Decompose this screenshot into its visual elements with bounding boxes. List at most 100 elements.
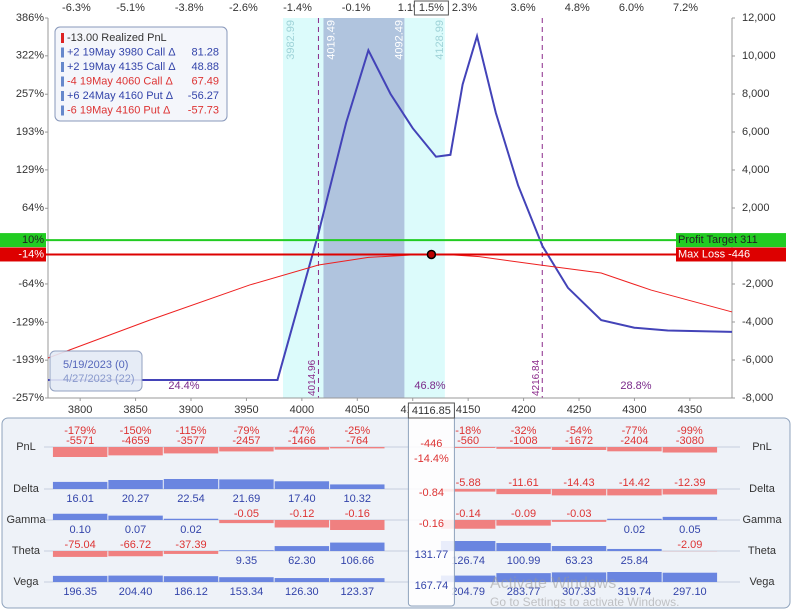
- greek-bar: [52, 447, 108, 457]
- current-column: [407, 402, 455, 607]
- x2-tick-label: -5.1%: [116, 2, 145, 14]
- y-tick-label: 322%: [16, 50, 44, 62]
- y2-tick-label: -4,000: [742, 316, 773, 328]
- x-tick-label: 4000: [290, 404, 314, 416]
- greek-value: -66.72: [120, 539, 151, 551]
- greek-bar: [330, 447, 385, 449]
- greek-bar: [108, 515, 163, 520]
- greek-value: 307.33: [562, 586, 596, 598]
- greek-value: -3577: [177, 435, 205, 447]
- row-label: Theta: [12, 545, 41, 557]
- greek-value: 106.66: [340, 555, 374, 567]
- row-label-right: Delta: [749, 483, 776, 495]
- legend-value: -56.27: [188, 90, 219, 102]
- legend-text: +6 24May 4160 Put Δ: [67, 90, 174, 102]
- x2-tick-label: 2.3%: [452, 2, 477, 14]
- greek-value: 196.35: [63, 586, 97, 598]
- legend-box: [54, 26, 228, 122]
- x2-tick-label: -2.6%: [229, 2, 258, 14]
- y-tick-label: -257%: [12, 392, 44, 404]
- x-tick-label: 4150: [456, 404, 480, 416]
- greek-value: -1672: [565, 435, 593, 447]
- y2-tick-label: -8,000: [742, 392, 773, 404]
- greek-value: -11.61: [508, 477, 538, 489]
- greek-pct: -179%: [64, 425, 96, 437]
- greek-value: -560: [457, 435, 479, 447]
- greek-bar: [551, 489, 607, 496]
- band-label: 4019.49: [325, 20, 337, 60]
- target-label-box: [676, 247, 786, 262]
- greek-value: 62.30: [288, 555, 316, 567]
- target-label-box: [676, 233, 786, 248]
- greek-value: -5571: [66, 435, 94, 447]
- greek-value: -2457: [232, 435, 260, 447]
- y-tick-label: -64%: [18, 278, 44, 290]
- greeks-panel: [1, 417, 791, 609]
- watermark: Activate Windows: [490, 575, 616, 592]
- greek-pct: -18%: [455, 425, 481, 437]
- legend-text: +2 19May 4135 Call Δ: [67, 61, 176, 73]
- y-tick-label: 257%: [16, 88, 44, 100]
- probability-label: 24.4%: [168, 380, 199, 392]
- y-tick-label: 129%: [16, 164, 44, 176]
- breakeven-label: 4216.84: [531, 359, 542, 396]
- greek-bar: [330, 542, 385, 551]
- y-tick-label: 386%: [16, 12, 44, 24]
- x-tick-label: 4050: [345, 404, 369, 416]
- x-tick-label: 3850: [123, 404, 147, 416]
- greek-bar: [52, 513, 108, 520]
- greek-bar: [440, 575, 496, 582]
- target-pct-label: -14%: [18, 248, 44, 260]
- greek-bar: [163, 518, 219, 520]
- y2-tick-label: 10,000: [742, 50, 776, 62]
- greek-bar: [330, 520, 385, 530]
- y2-tick-label: 8,000: [742, 88, 770, 100]
- current-greek-value: -0.84: [419, 487, 444, 499]
- greek-value: 0.10: [69, 524, 90, 536]
- row-label: Vega: [13, 576, 39, 588]
- greek-value: -37.39: [175, 539, 206, 551]
- greek-bar: [496, 447, 551, 449]
- x2-tick-label: -3.8%: [175, 2, 204, 14]
- greek-bar: [219, 447, 274, 452]
- greek-value: 22.54: [177, 493, 205, 505]
- y2-tick-label: 12,000: [742, 12, 776, 24]
- x-tick-label: 3950: [234, 404, 258, 416]
- greek-value: 100.99: [507, 555, 541, 567]
- current-greek-pct: -14.4%: [414, 453, 449, 465]
- current-greek-value: 167.74: [415, 580, 449, 592]
- x2-tick-label: -1.4%: [283, 2, 312, 14]
- greek-value: -1008: [510, 435, 538, 447]
- x-tick-label: 4350: [678, 404, 702, 416]
- greek-pct: -115%: [176, 425, 207, 437]
- greek-value: 319.74: [618, 586, 652, 598]
- greek-bar: [52, 481, 108, 489]
- legend-value: 48.88: [191, 61, 219, 73]
- greek-value: 204.79: [451, 586, 485, 598]
- greek-pct: -150%: [120, 425, 152, 437]
- x2-tick-label: -6.3%: [62, 2, 91, 14]
- date-box: [49, 350, 143, 392]
- row-label: Delta: [13, 483, 40, 495]
- target-pct-box: [0, 247, 46, 262]
- greek-value: -0.09: [511, 508, 536, 520]
- price-band: [323, 18, 405, 398]
- legend-marker: [61, 91, 64, 101]
- greek-pct: -99%: [677, 425, 703, 437]
- greek-value: -0.14: [456, 508, 481, 520]
- greek-value: 20.27: [122, 493, 150, 505]
- legend-text: +2 19May 3980 Call Δ: [67, 46, 176, 58]
- greek-bar: [607, 489, 662, 496]
- row-label: PnL: [16, 441, 36, 453]
- greek-bar: [662, 516, 718, 520]
- legend-value: 67.49: [191, 75, 219, 87]
- legend-marker: [61, 76, 64, 87]
- greek-value: -1466: [288, 435, 316, 447]
- band-label: 4128.99: [434, 20, 446, 60]
- greek-value: 297.10: [673, 586, 707, 598]
- greek-value: 186.12: [174, 586, 208, 598]
- greek-bar: [496, 489, 551, 495]
- greek-bar: [52, 551, 108, 557]
- current-pct-label: 1.5%: [419, 2, 444, 14]
- greek-value: 126.30: [285, 586, 319, 598]
